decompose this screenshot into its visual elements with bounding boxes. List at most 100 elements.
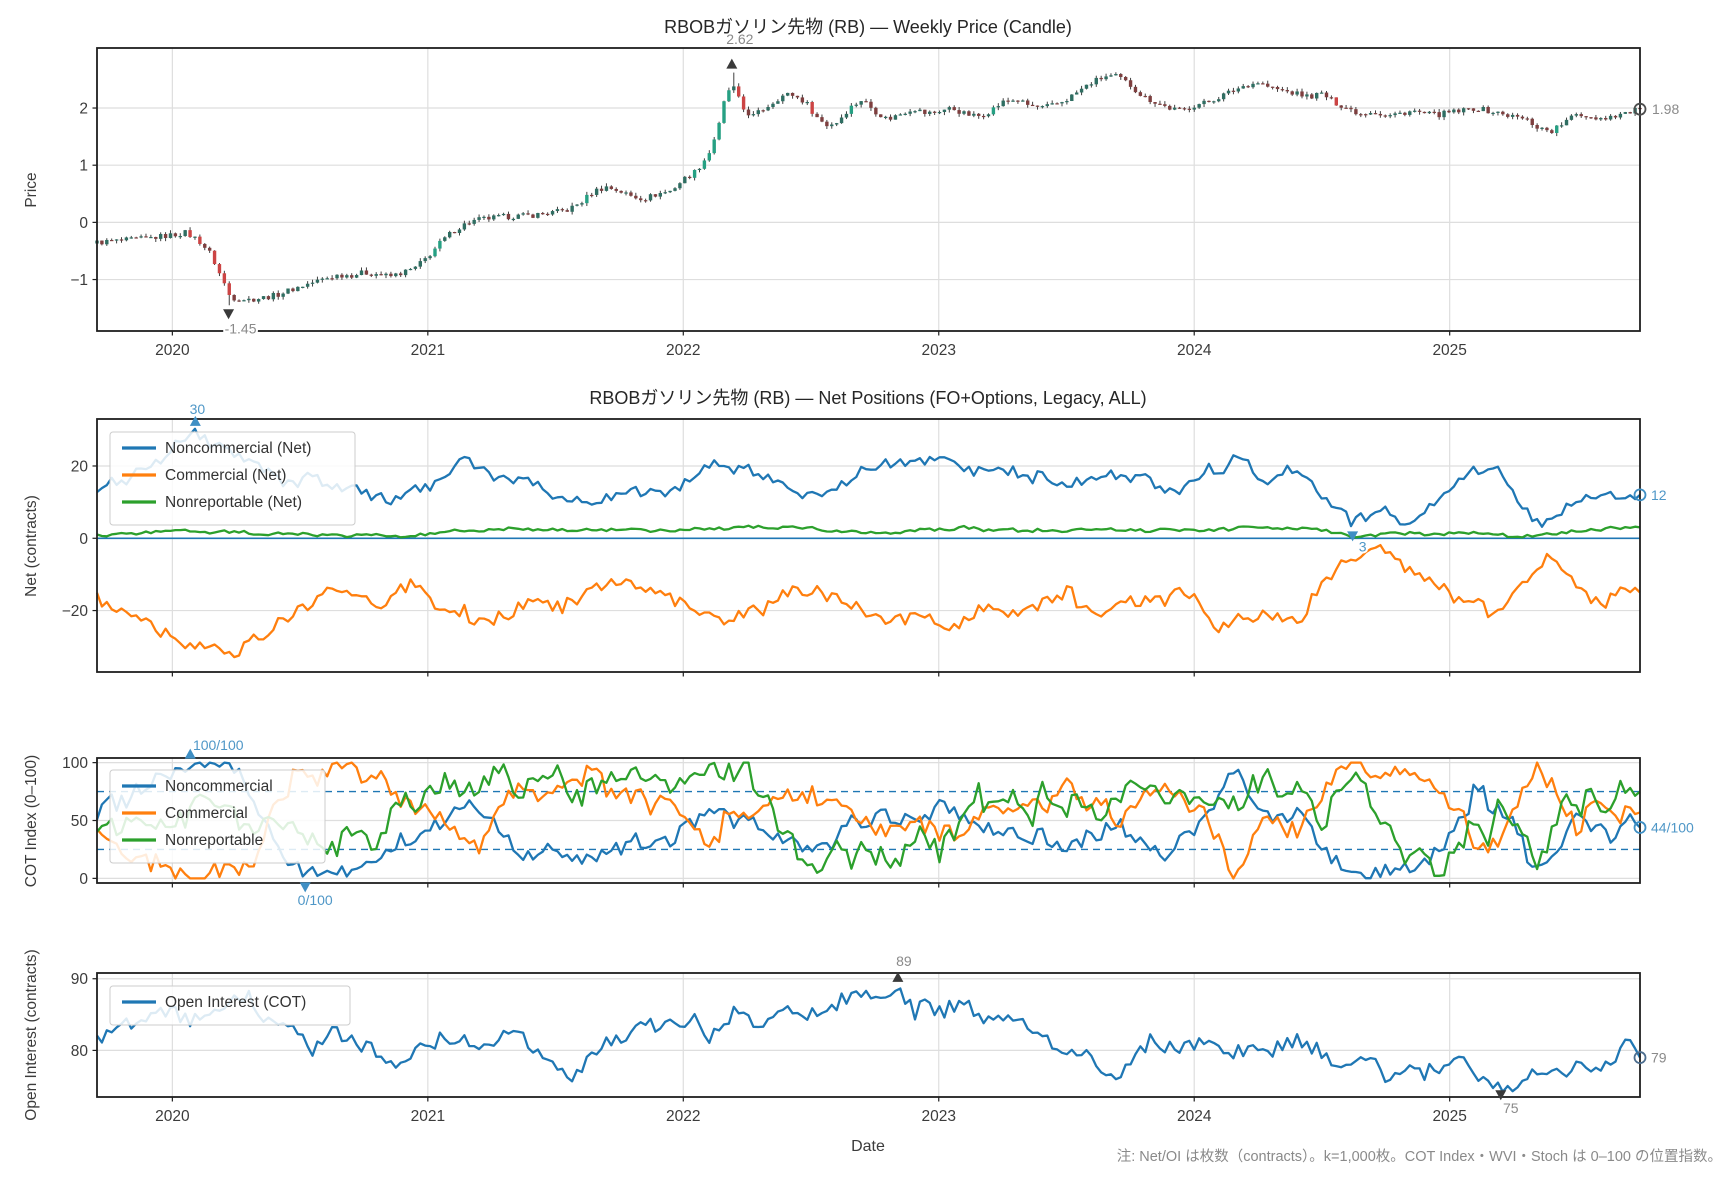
candle-body (379, 274, 383, 276)
candle-body (1535, 125, 1539, 129)
legend-label: Commercial (165, 805, 248, 822)
candle-body (203, 243, 207, 248)
price-plot-background (97, 48, 1640, 331)
candle-body (452, 232, 457, 234)
candle-body (1417, 110, 1422, 112)
candle-body (1261, 83, 1265, 85)
candle-body (261, 296, 266, 300)
x-tick-label: 2022 (666, 1108, 700, 1125)
candle-body (1442, 110, 1446, 118)
candle-body (271, 292, 276, 300)
candle-body (614, 188, 618, 191)
y-tick-label: 100 (62, 755, 88, 772)
max-marker-triangle-up (184, 748, 196, 759)
legend-box (109, 431, 356, 526)
candle-body (1569, 115, 1574, 120)
candle-body (168, 233, 173, 239)
min-marker-triangle-down (1347, 531, 1359, 542)
candle-body (364, 270, 369, 275)
price-max-label: 2.62 (726, 31, 753, 47)
candle-body (766, 107, 770, 111)
candle-body (1256, 83, 1260, 85)
candle-body (516, 214, 520, 219)
candle-body (893, 115, 898, 120)
candle-body (399, 273, 403, 276)
price-y-axis-label: Price (23, 172, 40, 207)
candle-body (1427, 111, 1432, 114)
candle-body (467, 223, 471, 225)
candle-body (1079, 88, 1084, 93)
price-panel-title: RBOBガソリン先物 (RB) — Weekly Price (Candle) (664, 17, 1072, 37)
candle-body (1349, 107, 1353, 110)
candle-body (1599, 118, 1603, 120)
y-tick-label: 2 (79, 101, 88, 118)
y-tick-label: 90 (71, 971, 89, 988)
price-last-label: 1.98 (1652, 101, 1679, 117)
candle-body (683, 176, 687, 184)
candle-body (359, 270, 364, 276)
x-tick-label: 2020 (155, 1108, 190, 1125)
candle-body (492, 215, 496, 220)
candle-body (1163, 104, 1167, 106)
candle-body (692, 169, 697, 178)
candle-body (663, 192, 667, 194)
candle-body (619, 190, 623, 193)
candle-body (1266, 83, 1270, 87)
candle-body (296, 286, 300, 292)
candle-body (438, 240, 442, 249)
candle-body (1422, 111, 1427, 114)
candle-body (418, 261, 422, 267)
candle-body (991, 107, 996, 115)
x-tick-label: 2022 (666, 342, 700, 359)
candle-body (1545, 127, 1549, 131)
candle-body (1192, 107, 1196, 110)
candle-body (668, 190, 672, 193)
x-tick-label: 2024 (1177, 1108, 1212, 1125)
candle-body (1373, 113, 1378, 115)
candle-body (575, 204, 579, 206)
candle-body (1070, 94, 1074, 102)
net-last-label: 12 (1651, 487, 1667, 503)
candle-body (403, 269, 408, 276)
candle-body (247, 298, 251, 301)
candle-body (1182, 108, 1187, 110)
candle-body (942, 109, 947, 113)
candle-body (570, 205, 574, 212)
candle-body (996, 106, 1001, 108)
candle-body (369, 274, 374, 276)
candle-body (1412, 110, 1417, 112)
candle-body (139, 236, 143, 238)
candle-body (1618, 113, 1623, 118)
candle-body (457, 229, 462, 234)
candle-body (1579, 114, 1583, 117)
candle-body (913, 111, 917, 113)
candle-body (227, 283, 231, 295)
max-marker-triangle-up (892, 971, 904, 982)
candle-body (1221, 93, 1226, 100)
candle-body (1432, 111, 1436, 113)
candle-body (1011, 100, 1015, 102)
y-tick-label: 0 (79, 871, 88, 888)
net-y-axis-label: Net (contracts) (23, 495, 40, 597)
candle-body (736, 86, 741, 97)
candle-body (1217, 99, 1221, 102)
candle-body (874, 107, 878, 115)
last-point-marker (1633, 1051, 1647, 1064)
net-positions-frame (96, 418, 1641, 673)
candle-body (1378, 113, 1383, 116)
candle-body (1329, 97, 1334, 99)
candle-body (1177, 107, 1182, 109)
candle-body (124, 237, 129, 241)
candle-body (962, 111, 966, 114)
candle-body (1324, 92, 1329, 98)
candle-body (276, 292, 280, 297)
candle-body (1241, 86, 1245, 89)
candle-body (301, 286, 305, 288)
candle-body (815, 113, 819, 118)
candle-body (825, 121, 829, 127)
footnote: 注: Net/OI は枚数（contracts）。k=1,000枚。COT In… (1117, 1148, 1722, 1165)
candle-body (105, 239, 109, 245)
candle-body (1104, 76, 1108, 80)
candle-body (1623, 112, 1628, 114)
oi-last-label: 79 (1651, 1050, 1667, 1066)
